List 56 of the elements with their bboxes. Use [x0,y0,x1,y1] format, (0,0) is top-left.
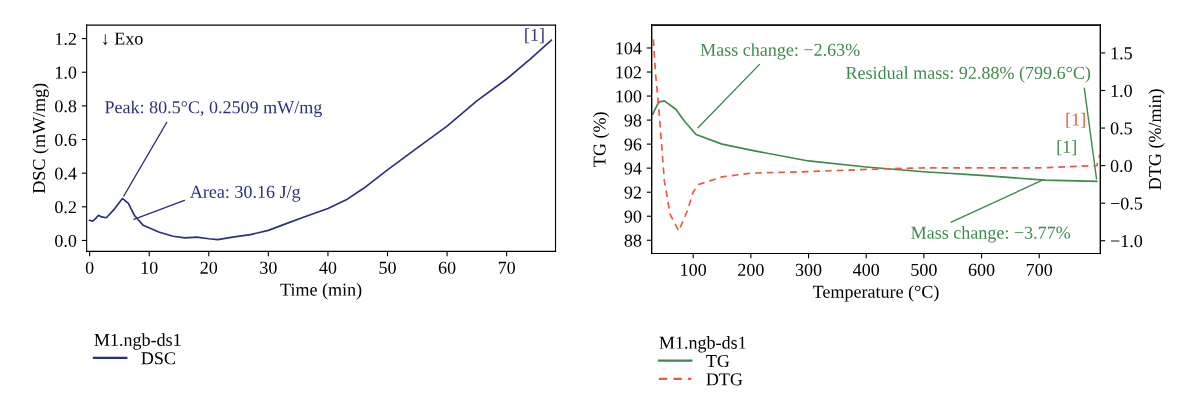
y2-tick-label: −0.5 [1110,197,1143,210]
y-tick-label: 104 [616,42,642,55]
y2-tick-label: 0.5 [1110,122,1132,135]
annotation: Mass change: −2.63% [700,43,860,60]
y-axis-title: DSC (mW/mg) [32,83,49,194]
annotation: Area: 30.16 J/g [189,185,301,202]
y-tick-label: 98 [624,114,642,127]
y2-tick-label: 1.0 [1111,84,1132,98]
x-tick-label: 500 [911,263,937,276]
y-tick-label: 102 [616,66,641,79]
y-axis-title: TG (%) [592,112,610,167]
annotation: Residual mass: 92.88% (799.6°C) [846,66,1091,83]
x-tick-label: 40 [319,261,337,274]
x-tick-label: 20 [200,261,218,274]
legend-label: TG [706,354,730,368]
legend-title: M1.ngb-ds1 [659,336,746,353]
legend-label: DSC [141,352,175,365]
y-tick-label: 90 [624,210,642,223]
x-tick-label: 400 [853,263,880,276]
y-tick-label: 88 [624,234,642,247]
y2-tick-label: 0.0 [1110,159,1132,173]
y-tick-label: 0.0 [55,234,77,247]
y-tick-label: 1.0 [55,66,77,79]
annotation: [1] [1066,112,1085,128]
x-tick-label: 30 [260,261,277,274]
y2-tick-label: −1.0 [1110,234,1143,248]
x-tick-label: 50 [379,261,396,274]
annotation: [1] [1057,140,1076,156]
x-tick-label: 10 [141,261,158,274]
x-tick-label: 700 [1026,263,1053,276]
legend-title: M1.ngb-ds1 [94,333,181,350]
y-tick-label: 0.2 [55,201,76,214]
x-tick-label: 600 [968,263,995,276]
x-tick-label: 100 [681,263,707,276]
y2-tick-label: 1.5 [1111,47,1132,60]
y-tick-label: 0.8 [55,100,77,113]
y-tick-label: 100 [616,90,642,103]
annotation: ↓ Exo [103,32,143,45]
x-tick-label: 300 [795,263,822,276]
y-tick-label: 96 [624,138,642,151]
y-tick-label: 92 [624,186,641,199]
y-tick-label: 94 [624,162,642,175]
x-tick-label: 200 [738,263,764,276]
x-axis-title: Temperature (°C) [812,285,939,302]
x-tick-label: 60 [438,261,456,274]
x-tick-label: 0 [85,261,94,274]
x-axis-title: Time (min) [280,283,362,300]
annotation: Peak: 80.5°C, 0.2509 mW/mg [104,100,322,118]
x-tick-label: 70 [498,261,515,274]
annotation: [1] [525,28,544,44]
y-tick-label: 1.2 [55,32,76,46]
y-tick-label: 0.6 [55,133,77,147]
legend-label: DTG [706,373,743,386]
y2-axis-title: DTG (%/min) [1148,89,1165,190]
annotation: Mass change: −3.77% [911,226,1071,243]
y-tick-label: 0.4 [55,167,77,180]
